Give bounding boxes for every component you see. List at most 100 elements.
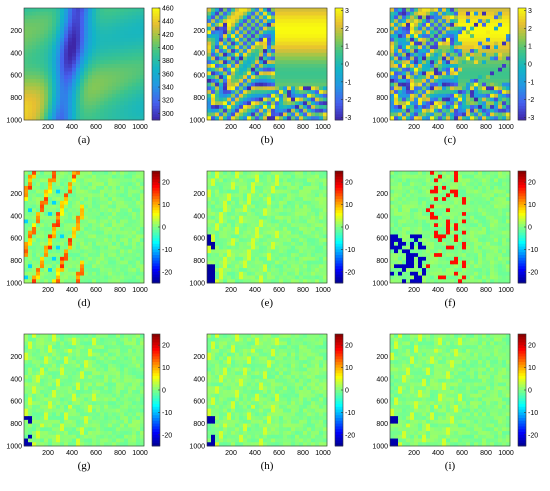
y-tick-label: 800 bbox=[10, 258, 22, 265]
y-tick-label: 200 bbox=[193, 191, 205, 198]
y-tick-label: 200 bbox=[193, 354, 205, 361]
colorbar: 20 10 0 -10 -20 bbox=[151, 333, 172, 447]
colorbar-tick-label: 340 bbox=[162, 85, 174, 92]
subplot-e: 200 400 600 800 1000 200 400 600 800 1000 20 10 0 -10… bbox=[183, 163, 366, 326]
colorbar-tick-label: 10 bbox=[345, 202, 353, 209]
y-tick-label: 800 bbox=[193, 95, 205, 102]
subplot-canvas: 200 400 600 800 1000 200 400 600 800 1000 300 320 34… bbox=[6, 6, 174, 132]
subplot-canvas: 200 400 600 800 1000 200 400 600 800 1000 20 10 0 -10… bbox=[6, 170, 172, 294]
colorbar-tick-label: 0 bbox=[345, 62, 349, 69]
x-tick-label: 200 bbox=[408, 450, 420, 457]
colorbar-tick-label: 0 bbox=[528, 225, 532, 232]
colorbar-tick-label: 380 bbox=[162, 58, 174, 65]
x-tick-label: 400 bbox=[249, 124, 261, 131]
colorbar-tick-label: 10 bbox=[528, 202, 536, 209]
subplot-b: 200 400 600 800 1000 200 400 600 800 1000 3 2 1 0 -1 -2… bbox=[183, 0, 366, 163]
colorbar-tick-label: 20 bbox=[528, 180, 536, 187]
y-tick-label: 600 bbox=[376, 73, 388, 80]
subfigure-label: (h) bbox=[260, 460, 274, 472]
colorbar-tick-label: -10 bbox=[345, 410, 355, 417]
axes-frame bbox=[206, 333, 328, 447]
x-tick-label: 200 bbox=[42, 450, 54, 457]
x-tick-label: 800 bbox=[480, 124, 492, 131]
colorbar-tick-label: 20 bbox=[162, 343, 170, 350]
y-tick-label: 200 bbox=[10, 354, 22, 361]
colorbar-tick-label: 20 bbox=[528, 343, 536, 350]
heatmap-image bbox=[390, 334, 511, 447]
heatmap-image bbox=[24, 171, 145, 284]
colorbar-tick-label: -2 bbox=[528, 97, 534, 104]
y-tick-label: 400 bbox=[376, 50, 388, 57]
colorbar-tick-label: -20 bbox=[345, 269, 355, 276]
colorbar-tick-label: -20 bbox=[528, 432, 538, 439]
axes-frame bbox=[389, 7, 511, 121]
y-tick-label: 400 bbox=[376, 213, 388, 220]
y-tick-label: 800 bbox=[10, 95, 22, 102]
colorbar-tick-label: 0 bbox=[345, 225, 349, 232]
y-tick-label: 200 bbox=[376, 28, 388, 35]
y-tick-label: 200 bbox=[376, 354, 388, 361]
subplot-g: 200 400 600 800 1000 200 400 600 800 1000 20 10 0 -10… bbox=[0, 326, 183, 489]
y-tick-label: 200 bbox=[376, 191, 388, 198]
colorbar: 300 320 340 360 380 400 420 440 460 bbox=[151, 6, 174, 121]
subfigure-label: (a) bbox=[77, 134, 91, 146]
y-tick-label: 800 bbox=[193, 421, 205, 428]
subplot-canvas: 200 400 600 800 1000 200 400 600 800 1000 20 10 0 -10… bbox=[189, 333, 355, 457]
x-tick-label: 800 bbox=[480, 450, 492, 457]
x-tick-label: 600 bbox=[273, 287, 285, 294]
y-tick-label: 400 bbox=[10, 376, 22, 383]
colorbar-tick-label: 1 bbox=[528, 44, 532, 51]
x-tick-label: 600 bbox=[273, 450, 285, 457]
x-tick-label: 200 bbox=[225, 287, 237, 294]
x-tick-label: 600 bbox=[90, 287, 102, 294]
y-tick-label: 800 bbox=[10, 421, 22, 428]
y-tick-label: 1000 bbox=[372, 281, 388, 288]
x-tick-label: 400 bbox=[432, 124, 444, 131]
x-tick-label: 800 bbox=[114, 124, 126, 131]
colorbar-tick-label: 10 bbox=[162, 202, 170, 209]
x-tick-label: 1000 bbox=[132, 124, 148, 131]
x-tick-label: 800 bbox=[297, 124, 309, 131]
subfigure-label: (b) bbox=[260, 134, 274, 146]
x-tick-label: 600 bbox=[90, 124, 102, 131]
axes-frame bbox=[389, 170, 511, 284]
x-tick-label: 800 bbox=[480, 287, 492, 294]
y-tick-label: 600 bbox=[193, 236, 205, 243]
x-tick-label: 200 bbox=[408, 124, 420, 131]
heatmap-image bbox=[207, 334, 328, 447]
colorbar-tick-label: 420 bbox=[162, 32, 174, 39]
y-tick-label: 400 bbox=[193, 50, 205, 57]
heatmap-image bbox=[390, 8, 511, 121]
x-tick-label: 600 bbox=[273, 124, 285, 131]
y-tick-label: 400 bbox=[193, 376, 205, 383]
colorbar-tick-label: 0 bbox=[162, 388, 166, 395]
y-tick-label: 600 bbox=[193, 399, 205, 406]
subplot-canvas: 200 400 600 800 1000 200 400 600 800 1000 20 10 0 -10… bbox=[189, 170, 355, 294]
y-tick-label: 200 bbox=[193, 28, 205, 35]
x-tick-label: 200 bbox=[42, 287, 54, 294]
y-tick-label: 800 bbox=[193, 258, 205, 265]
x-tick-label: 800 bbox=[297, 287, 309, 294]
heatmap-image bbox=[24, 8, 145, 121]
colorbar: 20 10 0 -10 -20 bbox=[517, 333, 538, 447]
y-tick-label: 800 bbox=[376, 258, 388, 265]
subplot-a: 200 400 600 800 1000 200 400 600 800 1000 300 320 34… bbox=[0, 0, 183, 163]
colorbar-tick-label: -10 bbox=[345, 247, 355, 254]
x-tick-label: 400 bbox=[249, 287, 261, 294]
colorbar: 20 10 0 -10 -20 bbox=[151, 170, 172, 284]
x-tick-label: 1000 bbox=[315, 287, 331, 294]
x-tick-label: 400 bbox=[66, 124, 78, 131]
subplot-canvas: 200 400 600 800 1000 200 400 600 800 1000 20 10 0 -10… bbox=[372, 333, 538, 457]
x-tick-label: 400 bbox=[66, 450, 78, 457]
colorbar-tick-label: -10 bbox=[528, 410, 538, 417]
subplot-canvas: 200 400 600 800 1000 200 400 600 800 1000 3 2 1 0 -1 -2… bbox=[189, 7, 351, 131]
colorbar-tick-label: -10 bbox=[528, 247, 538, 254]
colorbar-tick-label: 440 bbox=[162, 19, 174, 26]
colorbar-tick-label: -20 bbox=[162, 269, 172, 276]
x-tick-label: 1000 bbox=[498, 450, 514, 457]
y-tick-label: 400 bbox=[376, 376, 388, 383]
colorbar-tick-label: 10 bbox=[162, 365, 170, 372]
y-tick-label: 200 bbox=[10, 191, 22, 198]
y-tick-label: 800 bbox=[376, 95, 388, 102]
x-tick-label: 800 bbox=[297, 450, 309, 457]
